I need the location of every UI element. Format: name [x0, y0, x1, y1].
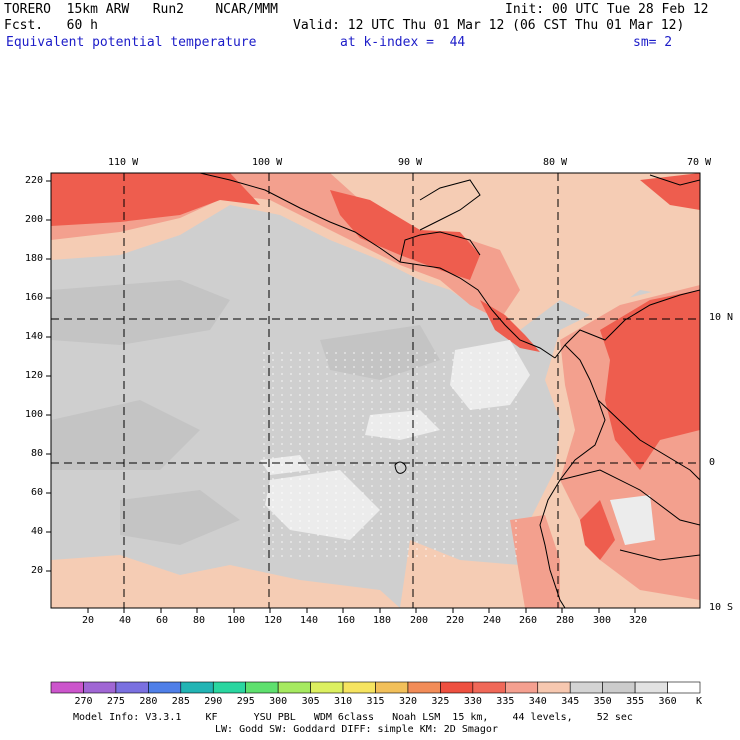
x-tick-260: 260 [519, 615, 538, 626]
y-tick-100: 100 [25, 409, 44, 420]
colorbar-swatch [504, 681, 539, 694]
latlon-grid [51, 173, 700, 608]
colorbar-swatch [277, 681, 311, 694]
map-frame [50, 172, 701, 609]
x-tick-20: 20 [82, 615, 95, 626]
x-tick-280: 280 [556, 615, 575, 626]
colorbar-swatch [602, 681, 636, 694]
colorbar-swatch [115, 681, 149, 694]
x-tick-120: 120 [264, 615, 283, 626]
colorbar-swatch [342, 681, 376, 694]
colorbar-swatch [180, 681, 214, 694]
red-330-areas [51, 173, 700, 560]
x-tick-40: 40 [119, 615, 132, 626]
lat-label-10n: 10 N [709, 312, 734, 323]
y-tick-120: 120 [25, 370, 44, 381]
y-tick-80: 80 [31, 448, 44, 459]
colorbar-label: 275 [106, 696, 125, 707]
colorbar-swatch [83, 681, 117, 694]
colorbar-label: 295 [236, 696, 255, 707]
colorbar-swatch [245, 681, 279, 694]
lat-label-0: 0 [709, 457, 716, 468]
colorbar-label: 320 [398, 696, 417, 707]
lon-label-70w: 70 W [687, 157, 712, 168]
physics-info: LW: Godd SW: Goddard DIFF: simple KM: 2D… [215, 724, 498, 735]
forecast-hour: Fcst. 60 h [4, 18, 98, 33]
y-tick-40: 40 [31, 526, 44, 537]
x-tick-300: 300 [593, 615, 612, 626]
colorbar-swatch [375, 681, 409, 694]
lat-label-10s: 10 S [709, 602, 734, 613]
colorbar-label: 325 [431, 696, 450, 707]
field-name: Equivalent potential temperature [6, 35, 257, 50]
coastlines [199, 173, 700, 608]
lon-label-100w: 100 W [252, 157, 283, 168]
colorbar-label: 285 [171, 696, 190, 707]
axis-ticks [46, 180, 636, 613]
colorbar-swatch [537, 681, 571, 694]
colorbar-swatch [667, 681, 701, 694]
colorbar-swatch [407, 681, 441, 694]
x-tick-140: 140 [300, 615, 319, 626]
colorbar-label: 280 [139, 696, 158, 707]
y-tick-140: 140 [25, 331, 44, 342]
colorbar-unit: K [696, 696, 703, 707]
y-tick-60: 60 [31, 487, 44, 498]
colorbar-swatch [440, 681, 474, 694]
colorbar-label: 360 [658, 696, 677, 707]
y-tick-20: 20 [31, 565, 44, 576]
x-tick-100: 100 [227, 615, 246, 626]
colorbar-label: 305 [301, 696, 320, 707]
x-tick-200: 200 [410, 615, 429, 626]
colorbar-label: 290 [204, 696, 223, 707]
y-tick-200: 200 [25, 214, 44, 225]
colorbar-label: 350 [593, 696, 612, 707]
x-tick-180: 180 [373, 615, 392, 626]
colorbar-swatch [310, 681, 344, 694]
colorbar-label: 310 [334, 696, 353, 707]
model-info: Model Info: V3.3.1 KF YSU PBL WDM 6class… [73, 712, 633, 723]
x-tick-60: 60 [156, 615, 169, 626]
colorbar-label: 270 [74, 696, 93, 707]
x-tick-220: 220 [446, 615, 465, 626]
colorbar-label: 300 [269, 696, 288, 707]
colorbar-swatch [50, 681, 84, 694]
colorbar-label: 330 [463, 696, 482, 707]
x-tick-240: 240 [483, 615, 502, 626]
colorbar-swatch [212, 681, 247, 694]
model-title: TORERO 15km ARW Run2 NCAR/MMM [4, 2, 278, 17]
colorbar-label: 345 [561, 696, 580, 707]
lon-label-90w: 90 W [398, 157, 423, 168]
colorbar-swatch [569, 681, 603, 694]
colorbar-label: 335 [496, 696, 515, 707]
colorbar-label: 315 [366, 696, 385, 707]
x-tick-160: 160 [337, 615, 356, 626]
y-tick-180: 180 [25, 253, 44, 264]
lon-label-110w: 110 W [108, 157, 139, 168]
x-tick-320: 320 [629, 615, 648, 626]
smoothing-label: sm= 2 [633, 35, 673, 50]
x-tick-80: 80 [193, 615, 206, 626]
colorbar-label: 340 [528, 696, 547, 707]
colorbar-swatch [472, 681, 506, 694]
colorbar-swatch [634, 681, 668, 694]
valid-time: Valid: 12 UTC Thu 01 Mar 12 (06 CST Thu … [293, 18, 685, 33]
lon-label-80w: 80 W [543, 157, 568, 168]
y-tick-160: 160 [25, 292, 44, 303]
colorbar-swatch [148, 681, 182, 694]
init-time: Init: 00 UTC Tue 28 Feb 12 [505, 2, 709, 17]
y-tick-220: 220 [25, 175, 44, 186]
colorbar-label: 355 [626, 696, 645, 707]
level-index: at k-index = 44 [340, 35, 466, 50]
